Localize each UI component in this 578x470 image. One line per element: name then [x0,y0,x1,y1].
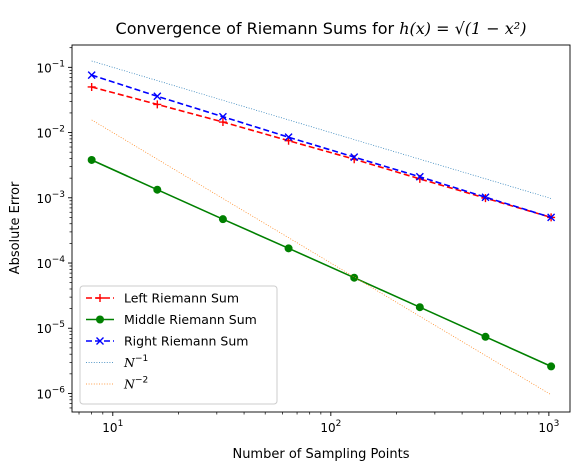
data-point [481,193,490,202]
data-point [218,118,227,127]
data-point [284,244,293,253]
data-point [415,172,424,181]
chart-title-math: h(x) = √(1 − x²) [399,19,526,38]
data-point [153,100,162,109]
series-line-4 [91,119,552,396]
data-point [350,273,359,282]
y-tick-label: 10−1 [36,59,65,75]
series-line-3 [91,60,552,199]
legend: Left Riemann Sum Middle Riemann Sum Right … [79,285,278,405]
data-point [153,185,162,194]
legend-label: N−1 [123,354,148,370]
svg-text:Convergence of Riemann Sums fo: Convergence of Riemann Sums for h(x) = √… [116,19,527,38]
x-axis-label: Number of Sampling Points [232,447,409,462]
data-point [547,362,556,371]
legend-label: Right Riemann Sum [124,334,248,349]
data-point [284,133,293,142]
y-tick-label: 10−6 [36,385,65,401]
legend-swatch-marker [96,337,104,345]
legend-swatch-marker [96,294,104,302]
legend-swatch-marker [96,315,104,324]
series-line-0 [91,86,552,219]
data-point [481,332,490,341]
y-tick-label: 10−5 [36,320,65,336]
data-point [415,303,424,312]
data-point [153,92,162,101]
x-tick-label: 101 [102,419,123,435]
y-axis-label: Absolute Error [8,181,23,274]
x-tick-label: 102 [320,419,341,435]
chart-title-prefix: Convergence of Riemann Sums for [116,19,400,38]
data-point [218,215,227,224]
axes-frame [71,44,571,413]
legend-box [79,285,278,405]
data-point [87,155,96,164]
data-point [547,213,556,222]
data-point [87,71,96,80]
series-line-1 [91,159,552,368]
chart-title: Convergence of Riemann Sums for h(x) = √… [116,19,527,38]
plot-area: 101 102 103 10−6 10−5 10−4 10−3 10−2 10−1 Left Ri… [36,44,571,435]
y-tick-label: 10−2 [36,125,65,141]
series-line-2 [91,74,552,219]
legend-label: N−2 [123,376,148,392]
y-tick-label: 10−4 [36,255,65,271]
y-tick-label: 10−3 [36,190,65,206]
x-tick-label: 103 [538,419,559,435]
data-point [87,82,96,91]
legend-label: Left Riemann Sum [124,291,239,306]
data-point [350,153,359,162]
data-point [218,112,227,121]
legend-label: Middle Riemann Sum [124,312,257,327]
